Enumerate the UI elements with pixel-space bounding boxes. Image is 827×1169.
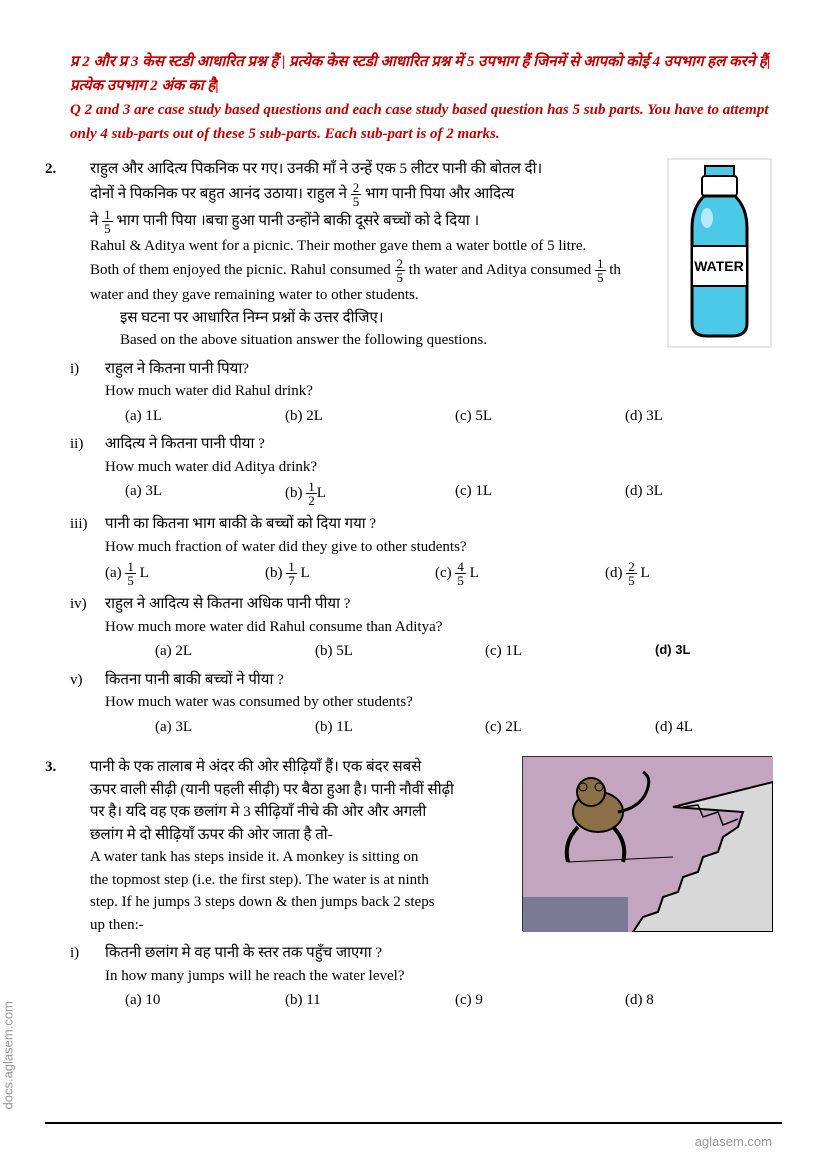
option-c: (c) 1L	[455, 480, 625, 507]
q3-sub-i: i) कितनी छलांग मे वह पानी के स्तर तक पहु…	[70, 942, 772, 1012]
q3-english-l4: up then:-	[90, 914, 512, 937]
water-bottle-image: WATER	[667, 158, 772, 348]
options-row: (a) 3L (b) 12L (c) 1L (d) 3L	[105, 480, 772, 507]
sub-english: How much water was consumed by other stu…	[105, 691, 772, 714]
option-a: (a) 10	[125, 989, 285, 1012]
option-b: (b) 2L	[285, 405, 455, 428]
instructions-english: Q 2 and 3 are case study based questions…	[70, 98, 772, 146]
q2-sub-iii: iii) पानी का कितना भाग बाकी के बच्चों को…	[70, 513, 772, 587]
q2-english-line2: Both of them enjoyed the picnic. Rahul c…	[90, 257, 657, 284]
watermark-left: docs.aglasem.com	[0, 1001, 18, 1109]
q3-english-l1: A water tank has steps inside it. A monk…	[90, 846, 512, 869]
q2-sub-ii: ii) आदित्य ने कितना पानी पीया ? How much…	[70, 433, 772, 507]
option-d: (d) 8	[625, 989, 654, 1012]
q2-number: 2.	[45, 158, 56, 181]
option-b: (b) 12L	[285, 480, 455, 507]
sub-hindi: पानी का कितना भाग बाकी के बच्चों को दिया…	[105, 513, 772, 536]
q2-english-line1: Rahul & Aditya went for a picnic. Their …	[90, 235, 657, 258]
option-d: (d) 25 L	[605, 560, 650, 587]
sub-english: How much water did Rahul drink?	[105, 380, 772, 403]
q3-number: 3.	[45, 756, 56, 779]
q2-hindi-line3: ने 15 भाग पानी पिया ।बचा हुआ पानी उन्हों…	[90, 208, 657, 235]
sub-english: How much more water did Rahul consume th…	[105, 616, 772, 639]
options-row: (a) 1L (b) 2L (c) 5L (d) 3L	[105, 405, 772, 428]
q3-hindi-l2: ऊपर वाली सीढ़ी (यानी पहली सीढ़ी) पर बैठा…	[90, 779, 512, 802]
option-a: (a) 3L	[125, 480, 285, 507]
options-row: (a) 3L (b) 1L (c) 2L (d) 4L	[105, 716, 772, 739]
question-2: 2. WATER राहुल और आदित्य पिकनिक पर गए। उ…	[70, 158, 772, 738]
q3-hindi-l1: पानी के एक तालाब मे अंदर की ओर सीढ़ियाँ …	[90, 756, 512, 779]
option-b: (b) 11	[285, 989, 455, 1012]
option-c: (c) 1L	[485, 640, 655, 663]
sub-english: How much water did Aditya drink?	[105, 456, 772, 479]
sub-number: v)	[70, 669, 83, 692]
option-c: (c) 5L	[455, 405, 625, 428]
sub-hindi: कितना पानी बाकी बच्चों ने पीया ?	[105, 669, 772, 692]
q3-hindi-l4: छलांग मे दो सीढ़ियाँ ऊपर की ओर जाता है त…	[90, 824, 512, 847]
sub-hindi: कितनी छलांग मे वह पानी के स्तर तक पहुँच …	[105, 942, 772, 965]
option-c: (c) 45 L	[435, 560, 605, 587]
q2-english-line3: water and they gave remaining water to o…	[90, 284, 657, 307]
q2-hindi-line2: दोनों ने पिकनिक पर बहुत आनंद उठाया। राहु…	[90, 181, 657, 208]
sub-number: i)	[70, 942, 79, 965]
option-c: (c) 9	[455, 989, 625, 1012]
sub-hindi: राहुल ने कितना पानी पिया?	[105, 358, 772, 381]
options-row: (a) 15 L (b) 17 L (c) 45 L (d) 25 L	[105, 560, 772, 587]
watermark-bottom: aglasem.com	[695, 1132, 772, 1152]
sub-number: iv)	[70, 593, 87, 616]
monkey-steps-image	[522, 756, 772, 931]
option-d: (d) 4L	[655, 716, 693, 739]
sub-hindi: राहुल ने आदित्य से कितना अधिक पानी पीया …	[105, 593, 772, 616]
sub-number: ii)	[70, 433, 83, 456]
option-b: (b) 1L	[315, 716, 485, 739]
q2-sub-i: i) राहुल ने कितना पानी पिया? How much wa…	[70, 358, 772, 428]
sub-number: i)	[70, 358, 79, 381]
options-row: (a) 2L (b) 5L (c) 1L (d) 3L	[105, 640, 772, 663]
options-row: (a) 10 (b) 11 (c) 9 (d) 8	[105, 989, 772, 1012]
sub-english: In how many jumps will he reach the wate…	[105, 965, 772, 988]
option-d: (d) 3L	[655, 640, 690, 663]
q3-english-l3: step. If he jumps 3 steps down & then ju…	[90, 891, 512, 914]
q3-hindi-l3: पर है। यदि वह एक छलांग मे 3 सीढ़ियाँ नीच…	[90, 801, 512, 824]
sub-english: How much fraction of water did they give…	[105, 536, 772, 559]
option-d: (d) 3L	[625, 405, 663, 428]
sub-hindi: आदित्य ने कितना पानी पीया ?	[105, 433, 772, 456]
q2-sub-v: v) कितना पानी बाकी बच्चों ने पीया ? How …	[70, 669, 772, 739]
option-d: (d) 3L	[625, 480, 663, 507]
q3-english-l2: the topmost step (i.e. the first step). …	[90, 869, 512, 892]
option-a: (a) 2L	[155, 640, 315, 663]
q2-hindi-prompt: इस घटना पर आधारित निम्न प्रश्नों के उत्त…	[90, 307, 657, 330]
question-3: 3. पानी के एक तालाब मे अंदर की ओर सीढ़िय…	[70, 756, 772, 1012]
q2-english-prompt: Based on the above situation answer the …	[90, 329, 657, 352]
option-a: (a) 1L	[125, 405, 285, 428]
option-b: (b) 17 L	[265, 560, 435, 587]
q2-hindi-line1: राहुल और आदित्य पिकनिक पर गए। उनकी माँ न…	[90, 158, 657, 181]
instructions-block: प्र 2 और प्र 3 केस स्टडी आधारित प्रश्न ह…	[70, 50, 772, 146]
option-c: (c) 2L	[485, 716, 655, 739]
sub-number: iii)	[70, 513, 88, 536]
option-b: (b) 5L	[315, 640, 485, 663]
page-bottom-border	[45, 1122, 782, 1124]
svg-text:WATER: WATER	[694, 258, 744, 274]
q2-sub-iv: iv) राहुल ने आदित्य से कितना अधिक पानी प…	[70, 593, 772, 663]
option-a: (a) 15 L	[105, 560, 265, 587]
option-a: (a) 3L	[155, 716, 315, 739]
instructions-hindi: प्र 2 और प्र 3 केस स्टडी आधारित प्रश्न ह…	[70, 50, 772, 98]
